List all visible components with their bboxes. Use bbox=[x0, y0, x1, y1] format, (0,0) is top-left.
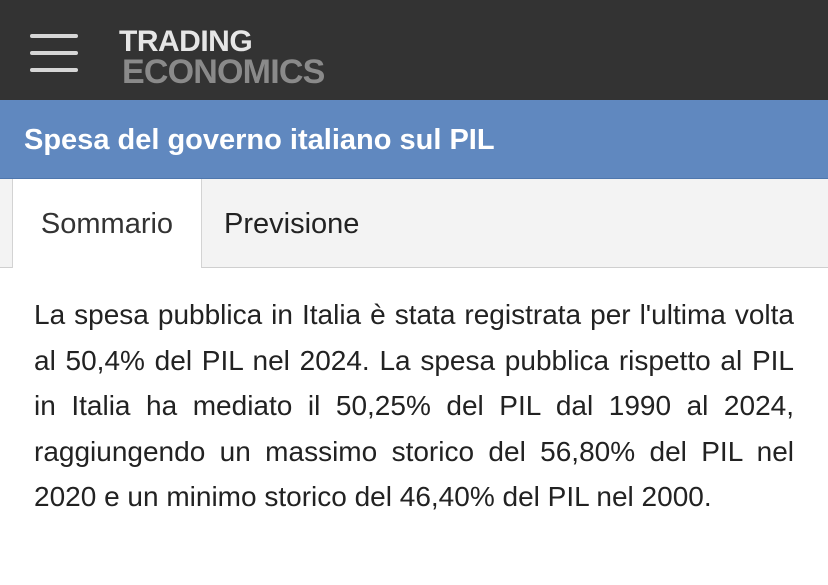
summary-paragraph: La spesa pubblica in Italia è stata regi… bbox=[34, 299, 794, 512]
tab-forecast[interactable]: Previsione bbox=[224, 208, 360, 240]
hamburger-menu-icon[interactable] bbox=[30, 34, 78, 72]
top-navigation-bar: TRADING ECONOMICS bbox=[0, 0, 828, 100]
menu-line bbox=[30, 51, 78, 55]
logo-line-economics: ECONOMICS bbox=[122, 53, 325, 91]
logo-line-trading: TRADING bbox=[119, 25, 253, 58]
tab-summary[interactable]: Sommario bbox=[12, 179, 202, 268]
menu-line bbox=[30, 34, 78, 38]
page-title-bar: Spesa del governo italiano sul PIL bbox=[0, 100, 828, 179]
trading-economics-logo[interactable]: TRADING ECONOMICS bbox=[119, 25, 325, 91]
menu-line bbox=[30, 68, 78, 72]
page-title: Spesa del governo italiano sul PIL bbox=[24, 124, 495, 156]
tab-bar: Sommario Previsione bbox=[0, 179, 828, 268]
